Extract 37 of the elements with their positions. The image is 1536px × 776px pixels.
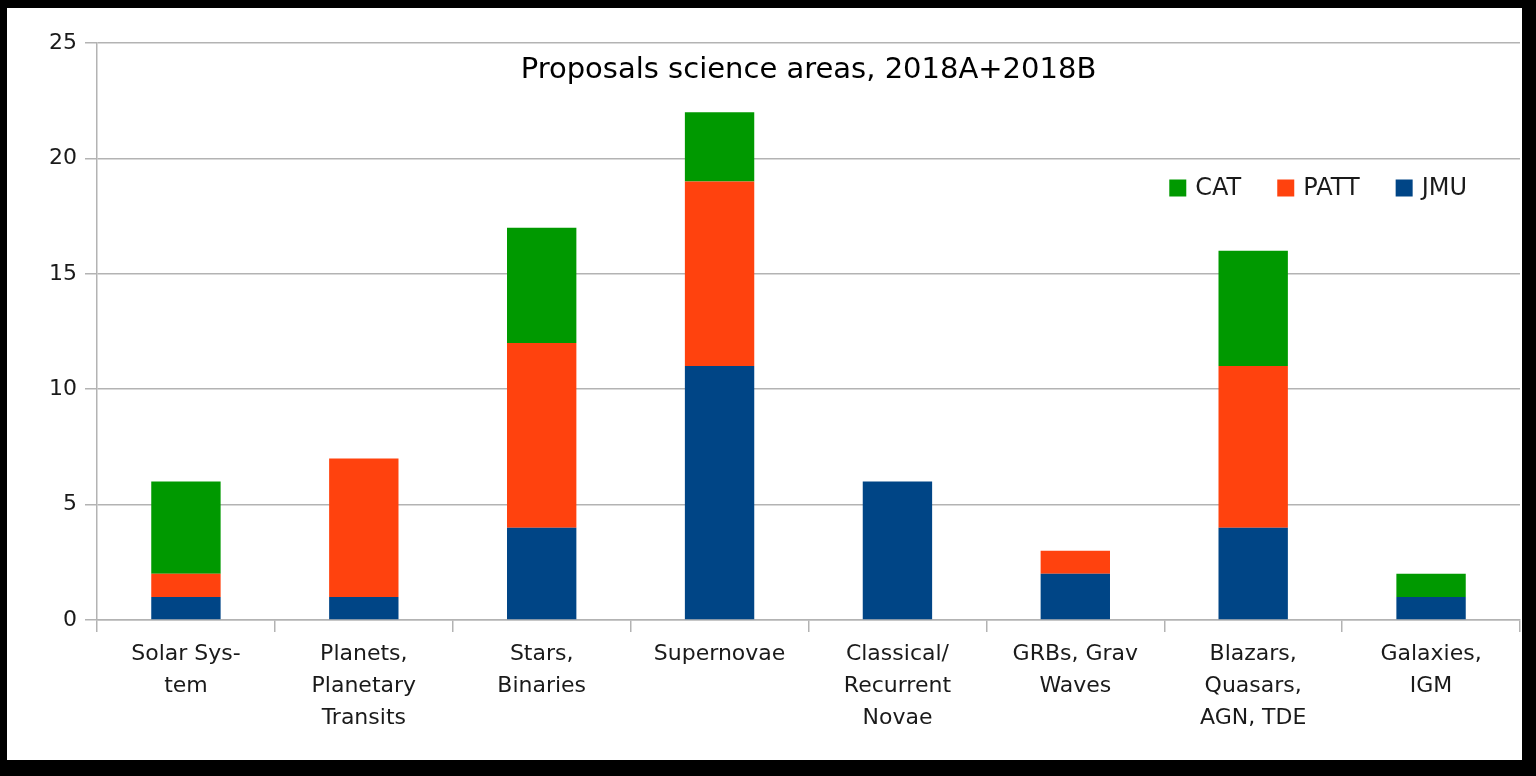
chart-title: Proposals science areas, 2018A+2018B: [520, 50, 1097, 85]
x-tick-label: Supernovae: [653, 639, 786, 665]
y-tick-label: 20: [49, 144, 77, 170]
bar: [684, 181, 755, 367]
y-tick-label: 5: [63, 490, 77, 516]
bar: [1040, 573, 1110, 620]
x-tick-label: Solar Sys- tem: [131, 639, 241, 697]
bar: [1218, 366, 1288, 528]
bar: [329, 596, 399, 620]
bar: [1218, 250, 1288, 367]
bar: [507, 343, 577, 528]
y-tick-label: 0: [63, 605, 77, 631]
y-tick-label: 25: [49, 28, 77, 54]
x-tick-label: Classical/ Recurrent Novae: [843, 639, 952, 729]
legend-label: PATT: [1303, 173, 1360, 202]
y-tick-label: 15: [49, 259, 77, 285]
bar: [1040, 550, 1110, 574]
legend-label: JMU: [1419, 173, 1468, 202]
bar: [1218, 527, 1288, 620]
bar: [507, 227, 577, 344]
legend-label: CAT: [1195, 173, 1242, 202]
y-tick-label: 10: [49, 374, 77, 400]
x-tick-label: Stars, Binaries: [497, 639, 587, 697]
bar: [151, 481, 221, 574]
bar: [862, 481, 933, 620]
x-tick-label: Blazars, Quasars, AGN, TDE: [1199, 639, 1307, 729]
bar: [1396, 573, 1466, 597]
x-tick-label: Galaxies, IGM: [1380, 639, 1482, 697]
bar: [329, 458, 399, 597]
bar: [151, 573, 221, 597]
bar: [151, 596, 221, 620]
x-tick-label: GRBs, Grav Waves: [1012, 639, 1139, 697]
bar: [684, 112, 755, 182]
bar: [507, 527, 577, 620]
x-tick-label: Planets, Planetary Transits: [311, 639, 417, 729]
bar: [684, 366, 755, 620]
bar: [1396, 596, 1466, 620]
